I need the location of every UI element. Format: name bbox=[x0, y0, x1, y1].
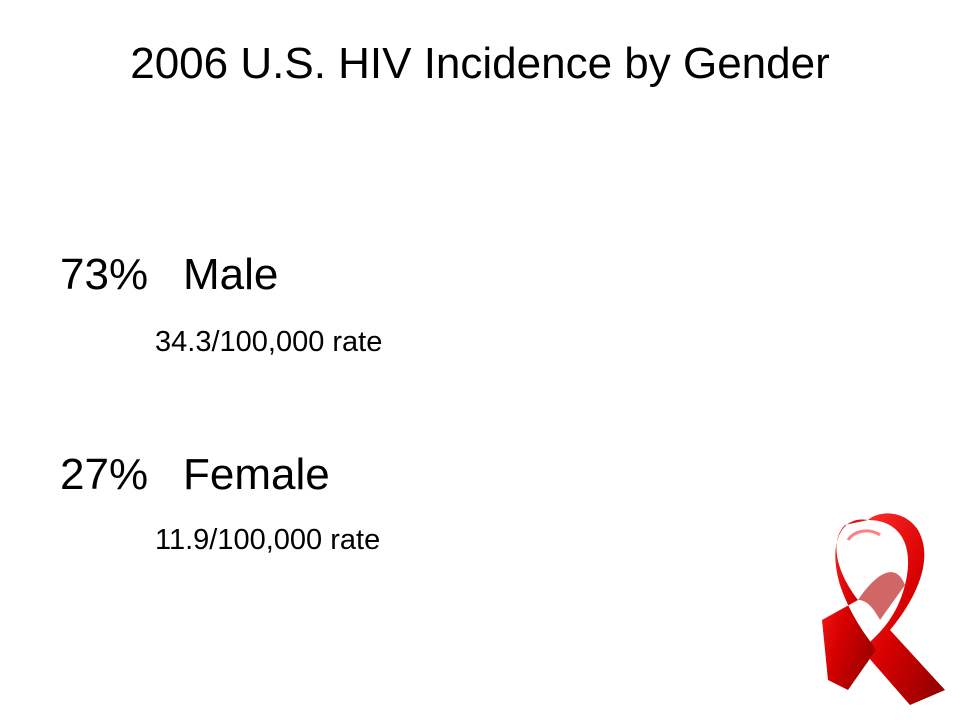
item-label: Female bbox=[183, 450, 330, 499]
percent: 27% bbox=[60, 450, 149, 499]
rate: 11.9/100,000 rate bbox=[155, 524, 381, 556]
item-label: Male bbox=[183, 250, 279, 299]
slide-title: 2006 U.S. HIV Incidence by Gender bbox=[130, 39, 830, 88]
rate: 34.3/100,000 rate bbox=[155, 326, 383, 358]
item-heading: 73% Male bbox=[60, 250, 278, 300]
percent: 73% bbox=[60, 250, 149, 299]
item-heading: 27% Female bbox=[60, 450, 330, 500]
